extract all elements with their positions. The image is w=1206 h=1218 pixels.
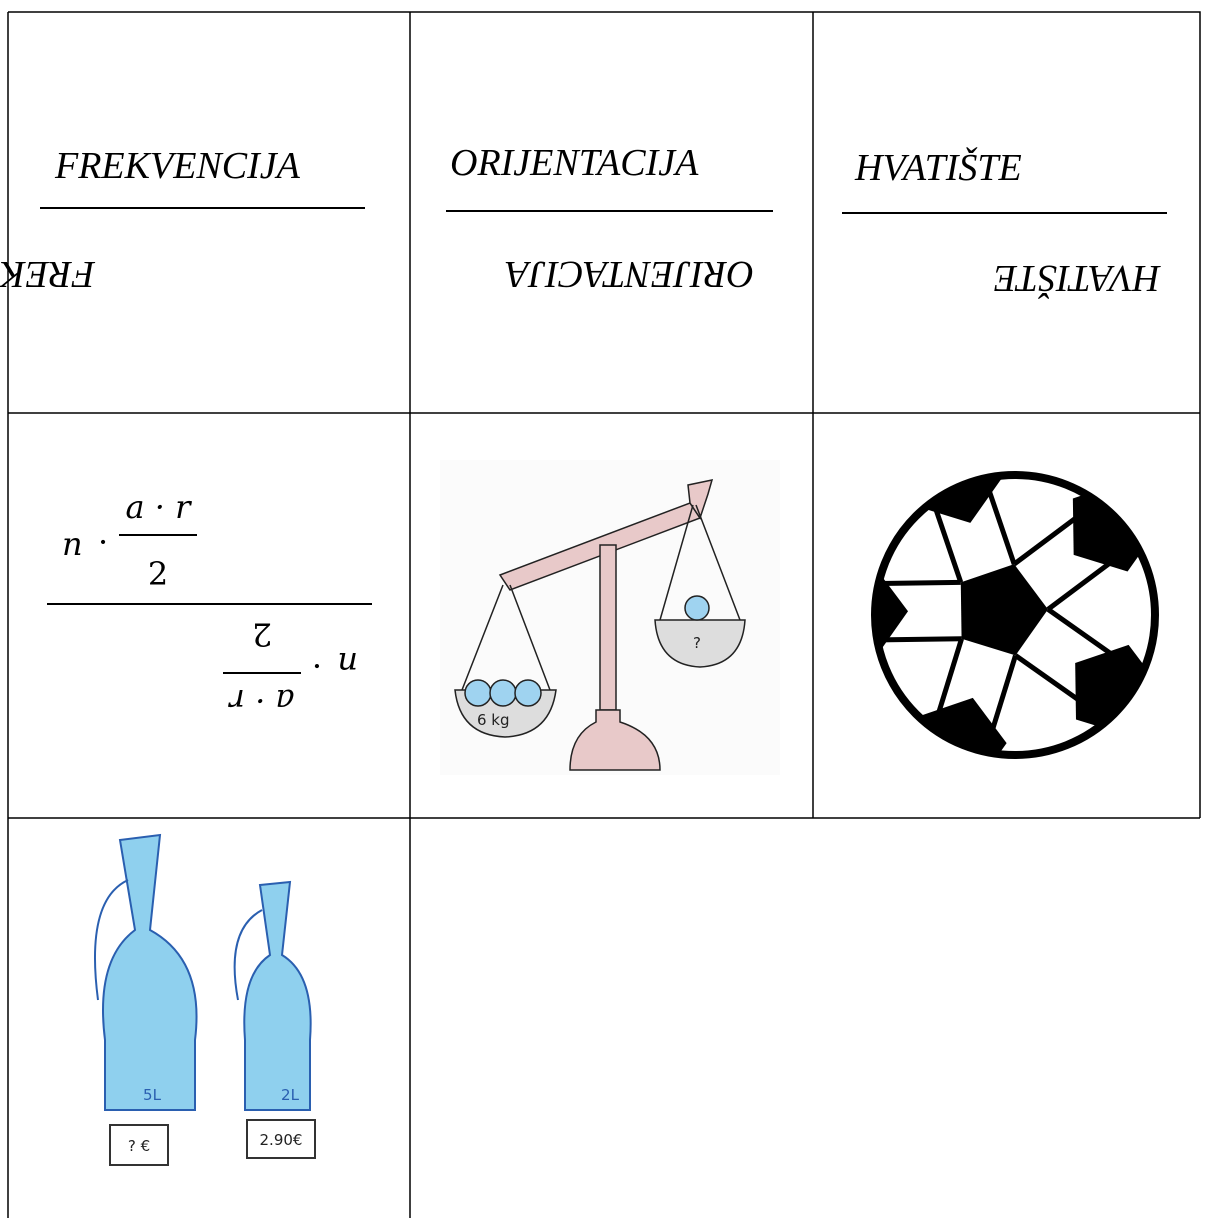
soccer-ball bbox=[871, 471, 1159, 759]
ball-patch bbox=[960, 564, 1048, 656]
formula-factor: n bbox=[62, 525, 83, 563]
word-flipped: ORIJENTACIJA bbox=[505, 253, 754, 295]
word: HVATIŠTE bbox=[854, 147, 1022, 189]
word-flipped: FREKVENCIJA bbox=[0, 253, 96, 295]
ball-seam bbox=[971, 654, 1018, 755]
word: FREKVENCIJA bbox=[54, 145, 301, 187]
ball-patch bbox=[875, 566, 909, 658]
ball-seam bbox=[913, 475, 964, 584]
formula: n · a · r 2 bbox=[62, 488, 197, 593]
formula-operator: · bbox=[312, 647, 322, 685]
word-flipped: HVATIŠTE bbox=[994, 257, 1162, 299]
formula-numerator: a · r bbox=[228, 682, 295, 720]
formula-factor: n bbox=[337, 645, 358, 683]
formula-denominator: 2 bbox=[252, 615, 272, 653]
ball-seam bbox=[875, 636, 962, 644]
scale-label: 6 kg bbox=[477, 711, 510, 729]
ball-seam bbox=[966, 475, 1017, 565]
bottle-volume: 2L bbox=[281, 1086, 300, 1104]
formula-flipped: n · a · r 2 bbox=[223, 615, 358, 720]
scale-label: ? bbox=[693, 634, 701, 652]
bottles-illustration: 5L 2L ? € 2.90€ bbox=[94, 833, 316, 1166]
formula-numerator: a · r bbox=[126, 488, 193, 526]
bottle-price: 2.90€ bbox=[260, 1131, 303, 1149]
bottle-volume: 5L bbox=[143, 1086, 162, 1104]
formula-denominator: 2 bbox=[148, 555, 168, 593]
bottle-price: ? € bbox=[128, 1137, 150, 1155]
table-grid bbox=[7, 11, 1201, 1218]
formula-operator: · bbox=[98, 523, 108, 561]
ball-seam bbox=[875, 579, 961, 587]
word: ORIJENTACIJA bbox=[450, 142, 699, 184]
ball-outline bbox=[871, 471, 1159, 759]
balance-illustration: 6 kg ? bbox=[440, 460, 780, 775]
